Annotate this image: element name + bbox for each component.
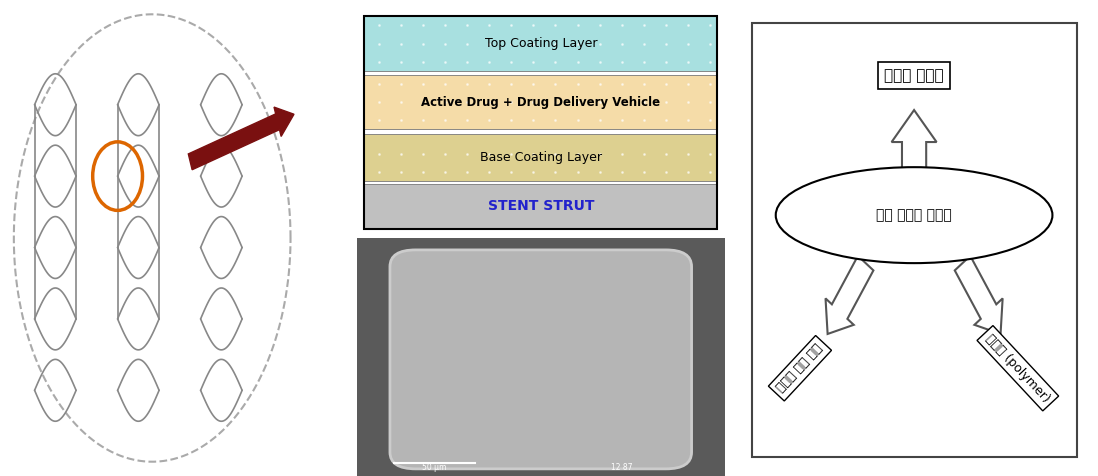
Text: 약물 용출성 스텐트: 약물 용출성 스텐트 — [876, 208, 952, 222]
Bar — [365, 184, 717, 229]
Text: Top Coating Layer: Top Coating Layer — [484, 37, 597, 50]
Text: 재협착 방지 약물: 재협착 방지 약물 — [774, 342, 826, 395]
Text: 적합한 스텐트: 적합한 스텐트 — [884, 68, 944, 83]
FancyArrow shape — [892, 110, 937, 181]
Bar — [365, 75, 717, 129]
Text: Active Drug + Drug Delivery Vehicle: Active Drug + Drug Delivery Vehicle — [422, 96, 660, 109]
Text: Base Coating Layer: Base Coating Layer — [480, 151, 602, 164]
Text: 12 87: 12 87 — [610, 463, 632, 472]
FancyBboxPatch shape — [751, 23, 1077, 457]
FancyBboxPatch shape — [390, 250, 692, 469]
Bar — [365, 17, 717, 71]
Text: STENT STRUT: STENT STRUT — [488, 199, 594, 213]
FancyArrow shape — [189, 107, 294, 170]
FancyArrow shape — [955, 256, 1002, 334]
Bar — [365, 134, 717, 181]
Ellipse shape — [775, 167, 1052, 263]
Polygon shape — [14, 14, 291, 462]
Text: 중합제 (polymer): 중합제 (polymer) — [983, 332, 1053, 405]
FancyArrow shape — [826, 256, 873, 334]
Text: 50 μm: 50 μm — [422, 463, 446, 472]
